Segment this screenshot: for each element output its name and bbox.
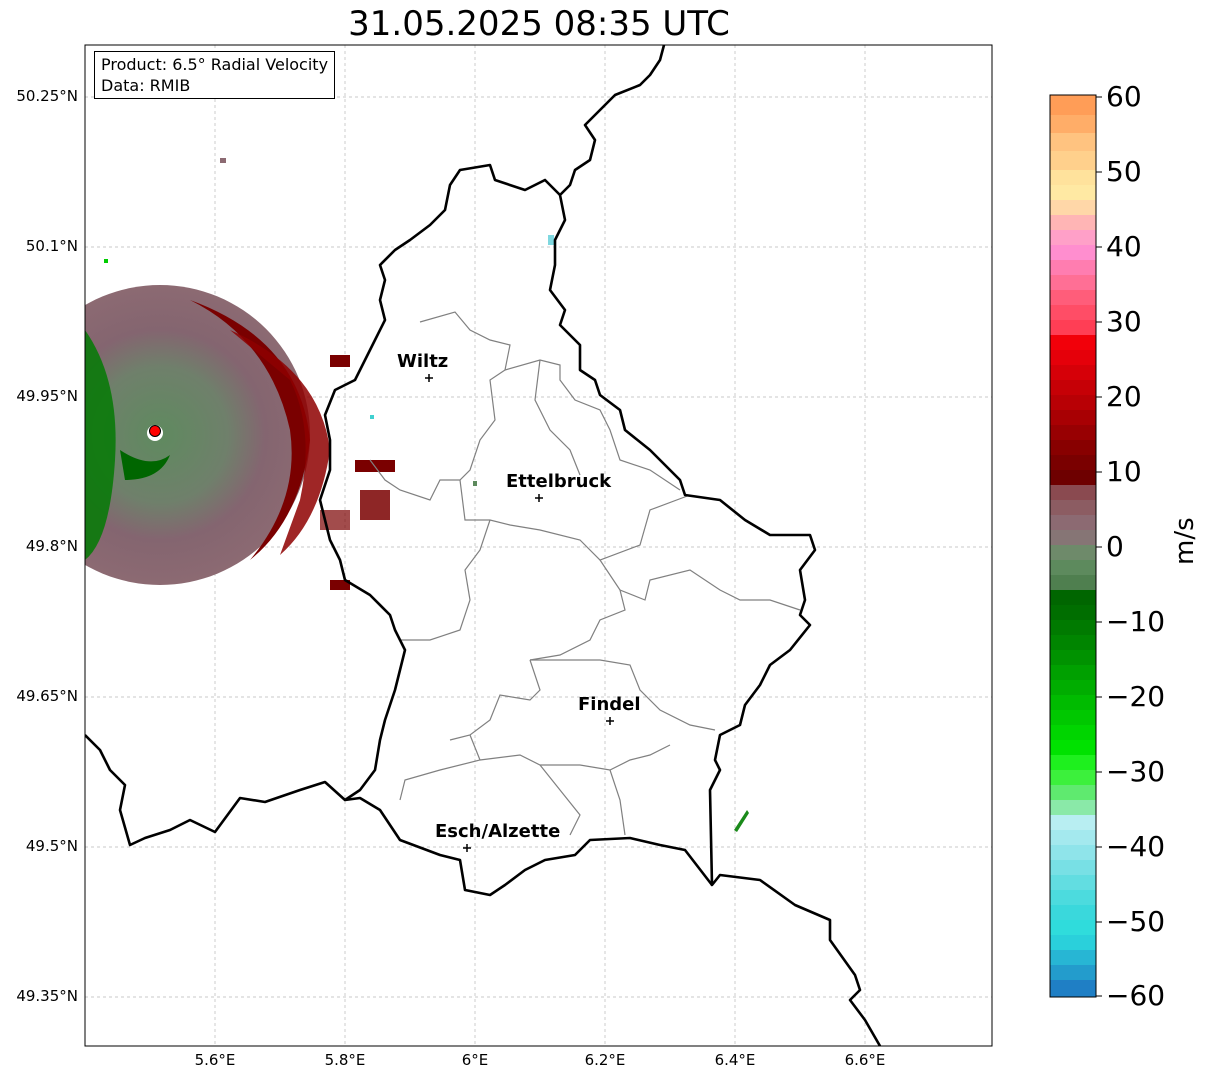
lat-label: 49.35°N bbox=[16, 987, 78, 1005]
map-title: 31.05.2025 08:35 UTC bbox=[348, 4, 730, 44]
radar-echoes bbox=[85, 158, 749, 832]
lat-label: 50.1°N bbox=[25, 237, 78, 255]
colorbar-tick-label: −50 bbox=[1106, 905, 1166, 938]
lon-label: 6.2°E bbox=[584, 1051, 626, 1069]
map-frame bbox=[84, 44, 993, 1047]
city-label-findel: Findel bbox=[578, 694, 641, 715]
colorbar-tick-label: −10 bbox=[1106, 605, 1166, 638]
lat-label: 49.65°N bbox=[16, 687, 78, 705]
data-source-label: Data: RMIB bbox=[101, 76, 191, 95]
product-info-box: Product: 6.5° Radial Velocity Data: RMIB bbox=[94, 51, 336, 99]
colorbar-tick-label: 20 bbox=[1106, 380, 1142, 413]
colorbar-tick-label: −20 bbox=[1106, 680, 1166, 713]
city-label-esch: Esch/Alzette bbox=[435, 821, 561, 842]
lon-label: 5.8°E bbox=[324, 1051, 366, 1069]
country-borders bbox=[85, 45, 882, 1046]
colorbar-tick-label: 10 bbox=[1106, 455, 1142, 488]
colorbar-tick-label: 50 bbox=[1106, 155, 1142, 188]
colorbar-tick-label: 60 bbox=[1106, 80, 1142, 113]
lat-label: 49.8°N bbox=[25, 537, 78, 555]
canton-boundaries bbox=[369, 311, 801, 836]
lon-label: 6°E bbox=[461, 1051, 489, 1069]
city-label-wiltz: Wiltz bbox=[397, 351, 449, 372]
lat-label: 50.25°N bbox=[16, 87, 78, 105]
colorbar-tick-label: −60 bbox=[1106, 979, 1166, 1012]
lat-label: 49.95°N bbox=[16, 387, 78, 405]
city-markers bbox=[425, 374, 614, 852]
lat-label: 49.5°N bbox=[25, 837, 78, 855]
lon-label: 6.4°E bbox=[714, 1051, 756, 1069]
colorbar-tick-label: 30 bbox=[1106, 305, 1142, 338]
lon-label: 5.6°E bbox=[194, 1051, 236, 1069]
product-label: Product: 6.5° Radial Velocity bbox=[101, 55, 329, 74]
velocity-colorbar bbox=[1049, 94, 1102, 998]
colorbar-tick-label: 0 bbox=[1106, 530, 1124, 563]
colorbar-tick-label: 40 bbox=[1106, 230, 1142, 263]
colorbar-tick-label: −40 bbox=[1106, 830, 1166, 863]
colorbar-tick-label: −30 bbox=[1106, 755, 1166, 788]
radar-site-marker bbox=[147, 425, 163, 441]
city-label-ettelbruck: Ettelbruck bbox=[506, 471, 612, 492]
lon-label: 6.6°E bbox=[844, 1051, 886, 1069]
colorbar-unit-label: m/s bbox=[1170, 517, 1200, 565]
